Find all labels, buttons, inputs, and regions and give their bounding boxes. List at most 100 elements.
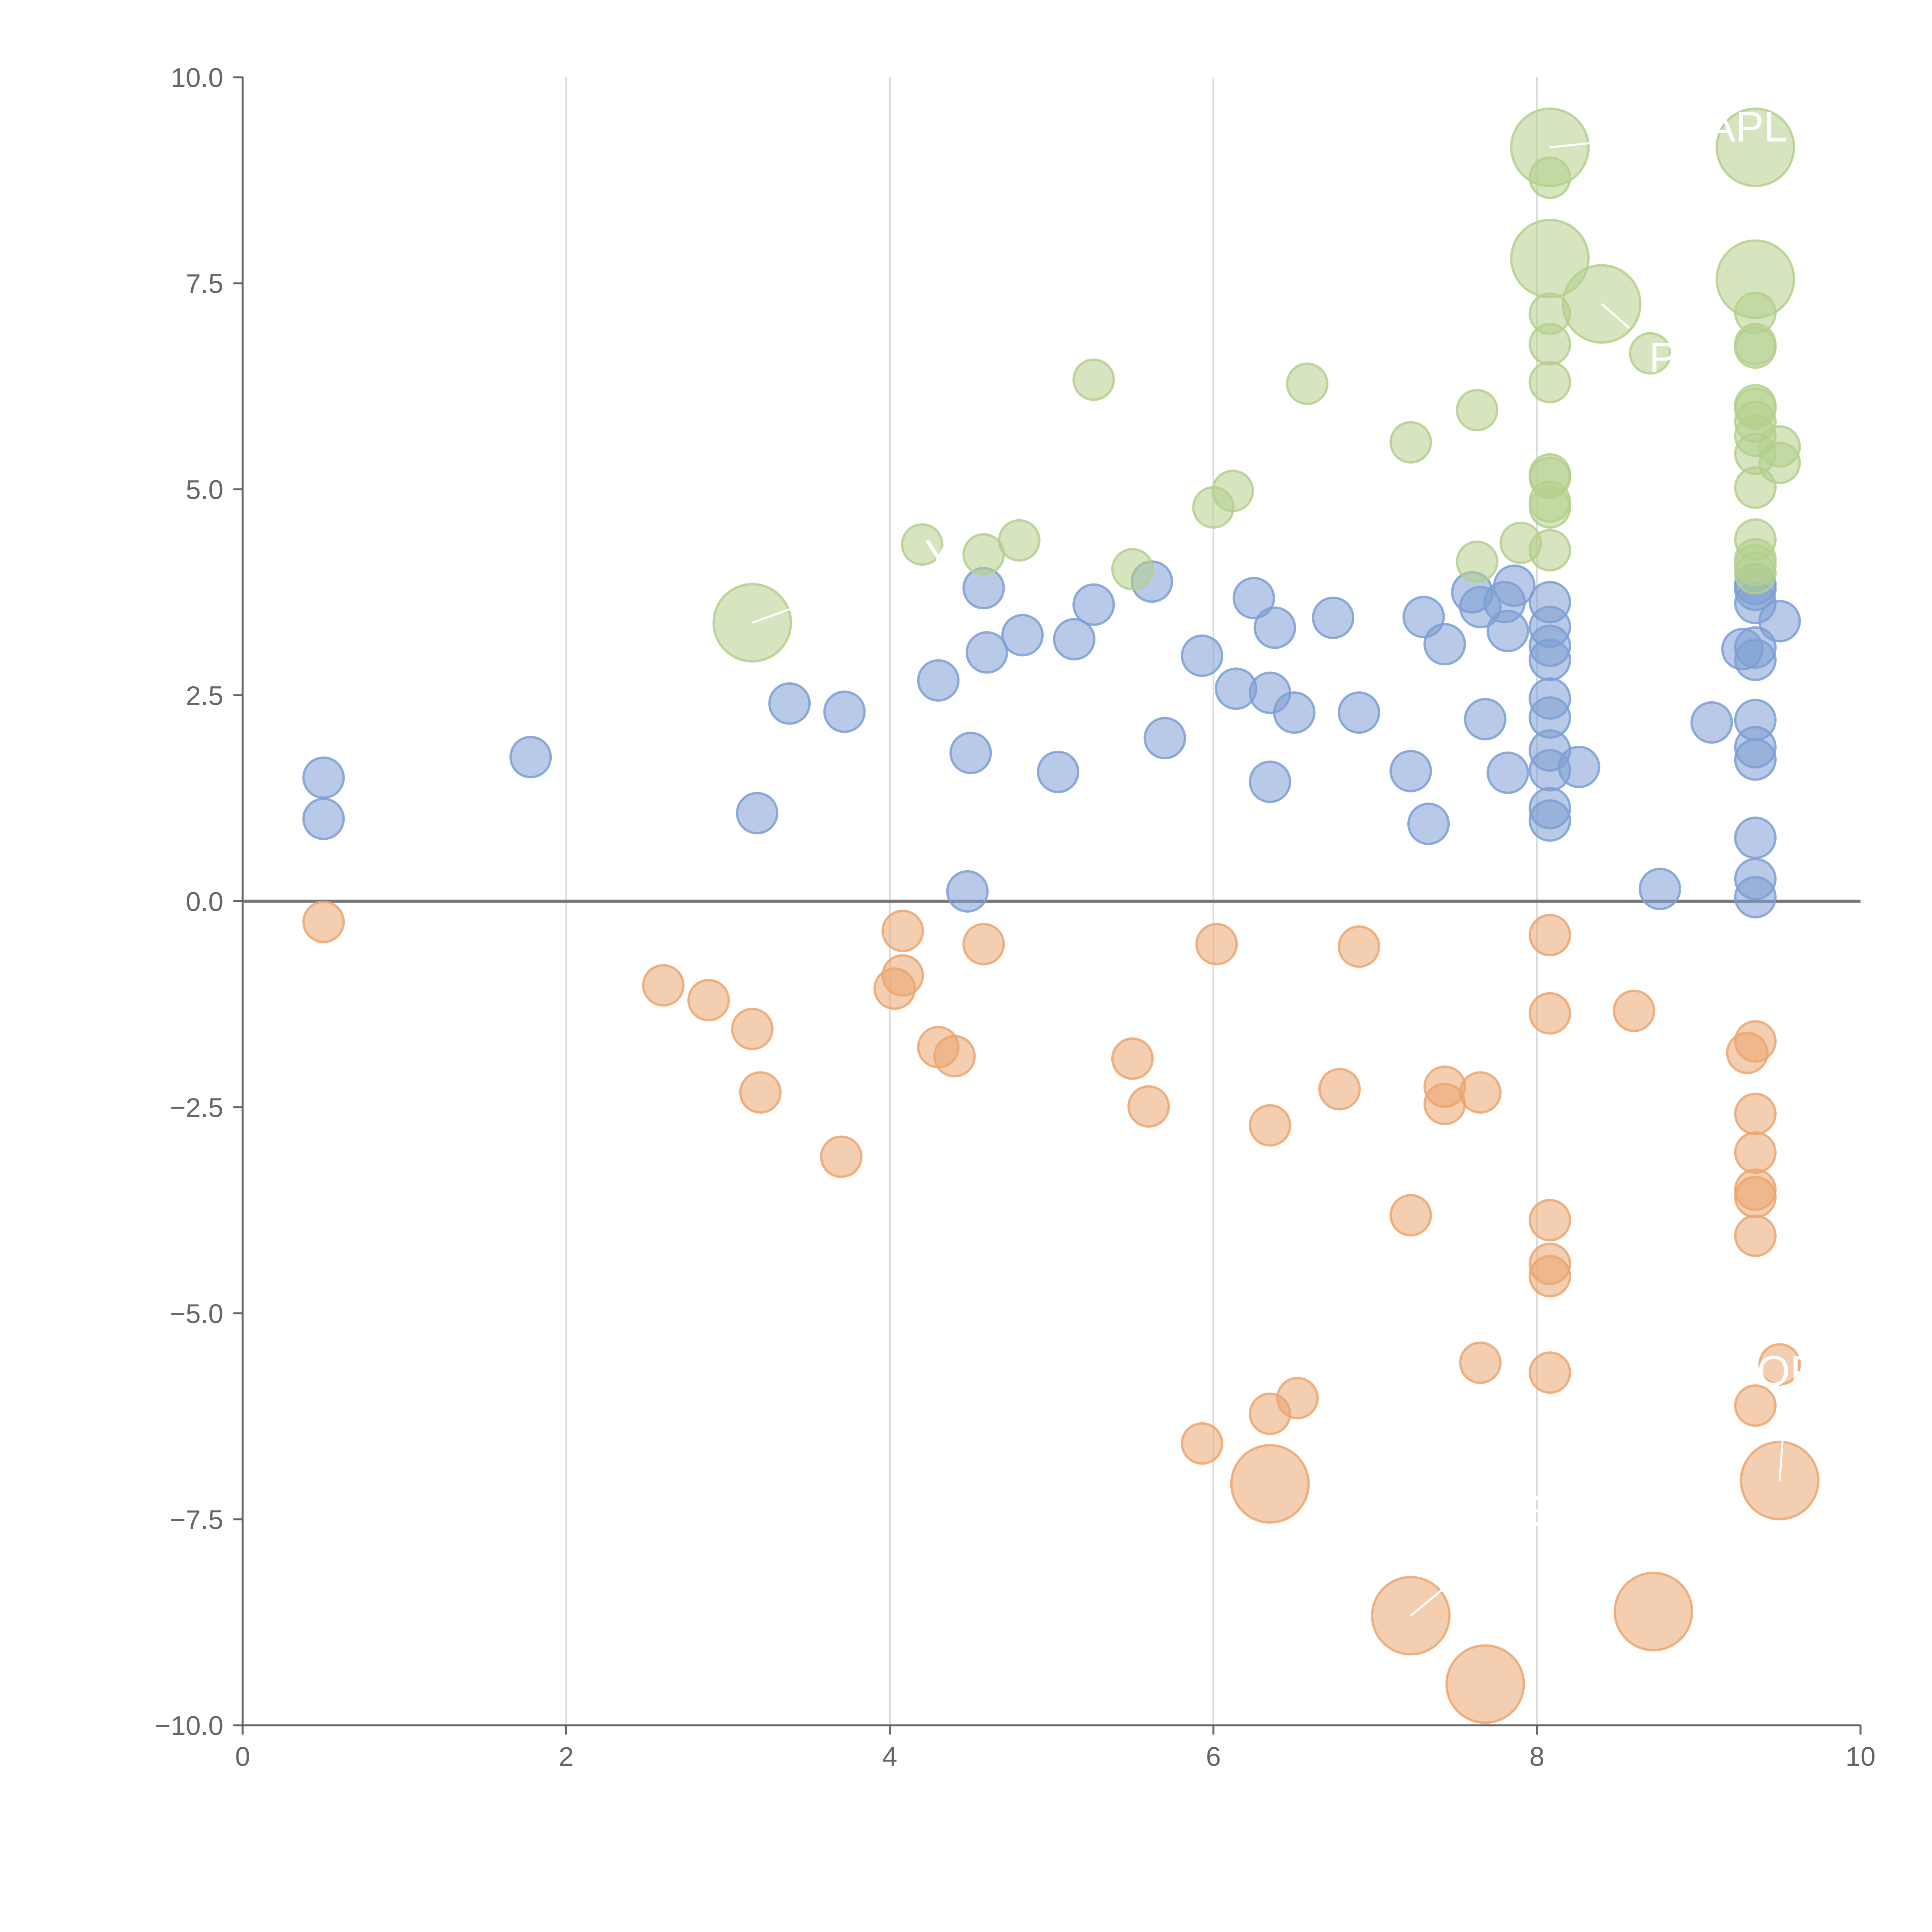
orange-point — [1230, 1444, 1310, 1524]
orange-point — [1734, 1214, 1777, 1257]
green-point — [901, 523, 944, 566]
green-point — [1529, 323, 1571, 366]
green-point — [1758, 442, 1801, 485]
blue-point — [1248, 760, 1291, 803]
annotation-label: E — [1523, 1488, 1551, 1535]
annotation-leader-line — [1601, 303, 1630, 329]
orange-point — [1734, 1131, 1777, 1174]
orange-point — [1445, 1644, 1525, 1724]
orange-point — [1111, 1037, 1154, 1080]
orange-point — [731, 1008, 774, 1051]
green-point — [1111, 548, 1154, 591]
y-tick-label: −5.0 — [170, 1299, 223, 1329]
blue-point — [302, 756, 345, 799]
green-point — [1286, 362, 1329, 405]
green-point — [1456, 540, 1498, 583]
blue-point — [1638, 867, 1681, 910]
x-tick-label: 4 — [882, 1742, 897, 1772]
x-tick-label: 0 — [235, 1742, 250, 1772]
orange-point — [962, 923, 1005, 966]
blue-point — [1143, 717, 1186, 760]
blue-point — [1001, 614, 1044, 656]
orange-point — [1180, 1422, 1223, 1465]
orange-point — [1529, 992, 1571, 1035]
green-point — [1529, 156, 1571, 199]
blue-point — [917, 659, 960, 702]
y-tick-label: 10.0 — [171, 63, 223, 93]
annotations: Y APL P OP E — [752, 103, 1818, 1617]
orange-point — [1734, 1020, 1777, 1063]
blue-point — [1037, 750, 1080, 793]
orange-point — [642, 964, 685, 1007]
blue-point — [1558, 745, 1600, 788]
y-tick-label: −7.5 — [170, 1505, 223, 1535]
y-tick-label: 7.5 — [186, 269, 223, 299]
orange-point — [1614, 1571, 1694, 1651]
orange-point — [1459, 1341, 1502, 1384]
green-point — [1389, 421, 1432, 464]
blue-point — [1389, 750, 1432, 793]
orange-point — [1734, 1092, 1777, 1135]
y-tick-label: 5.0 — [186, 474, 223, 505]
x-tick-label: 10 — [1845, 1742, 1876, 1772]
blue-point — [1072, 583, 1115, 626]
orange-point — [1276, 1377, 1319, 1420]
orange-point — [1529, 1255, 1571, 1298]
blue-point — [1493, 564, 1536, 607]
axes: 0 2 4 6 8 10 10.0 7.5 5.0 2.5 0.0 −2.5 −5.0 −7.5 −10.0 — [155, 63, 1876, 1772]
green-point — [1529, 361, 1571, 404]
green-point — [1734, 552, 1777, 595]
orange-point — [1459, 1071, 1502, 1114]
orange-point — [1734, 1384, 1777, 1427]
blue-point — [1464, 698, 1507, 741]
blue-point — [1690, 701, 1733, 744]
blue-point — [1529, 799, 1571, 842]
orange-point — [1127, 1085, 1170, 1128]
orange-point — [1389, 1194, 1432, 1236]
orange-point — [1734, 1176, 1777, 1219]
orange-point — [302, 900, 345, 943]
data-points — [302, 107, 1820, 1724]
blue-point — [1758, 600, 1801, 643]
annotation-leader-line — [1549, 137, 1639, 148]
blue-point — [1253, 606, 1296, 649]
blue-point — [509, 736, 552, 779]
blue-point — [1486, 751, 1529, 794]
orange-point — [1248, 1104, 1291, 1147]
annotation-label: APL — [1707, 103, 1787, 151]
orange-point — [820, 1135, 863, 1178]
orange-point — [881, 910, 924, 952]
orange-point — [881, 954, 924, 997]
blue-point — [946, 870, 989, 913]
annotation-leader-line — [752, 591, 837, 624]
orange-point — [1529, 1351, 1571, 1394]
y-tick-label: −10.0 — [155, 1711, 223, 1741]
blue-point — [736, 792, 779, 835]
blue-point — [1529, 638, 1571, 681]
orange-point — [1318, 1068, 1361, 1111]
orange-point — [933, 1035, 976, 1078]
blue-point — [1734, 638, 1777, 681]
orange-point — [1423, 1083, 1466, 1126]
green-point — [1211, 469, 1254, 512]
y-tick-label: 2.5 — [186, 680, 223, 711]
green-point — [1734, 326, 1777, 369]
blue-point — [1423, 623, 1466, 666]
blue-point — [1338, 691, 1381, 734]
orange-point — [687, 979, 730, 1022]
green-point — [1715, 107, 1795, 187]
blue-point — [1734, 816, 1777, 859]
orange-point — [1338, 925, 1381, 968]
blue-point — [1053, 618, 1096, 661]
blue-point — [949, 731, 992, 774]
blue-point — [1232, 577, 1275, 619]
blue-point — [823, 690, 866, 733]
x-tick-label: 2 — [559, 1742, 574, 1772]
blue-point — [1273, 691, 1316, 734]
blue-point — [302, 798, 345, 840]
orange-point — [1758, 1343, 1801, 1386]
blue-point — [1734, 876, 1777, 918]
blue-point — [1312, 596, 1355, 639]
